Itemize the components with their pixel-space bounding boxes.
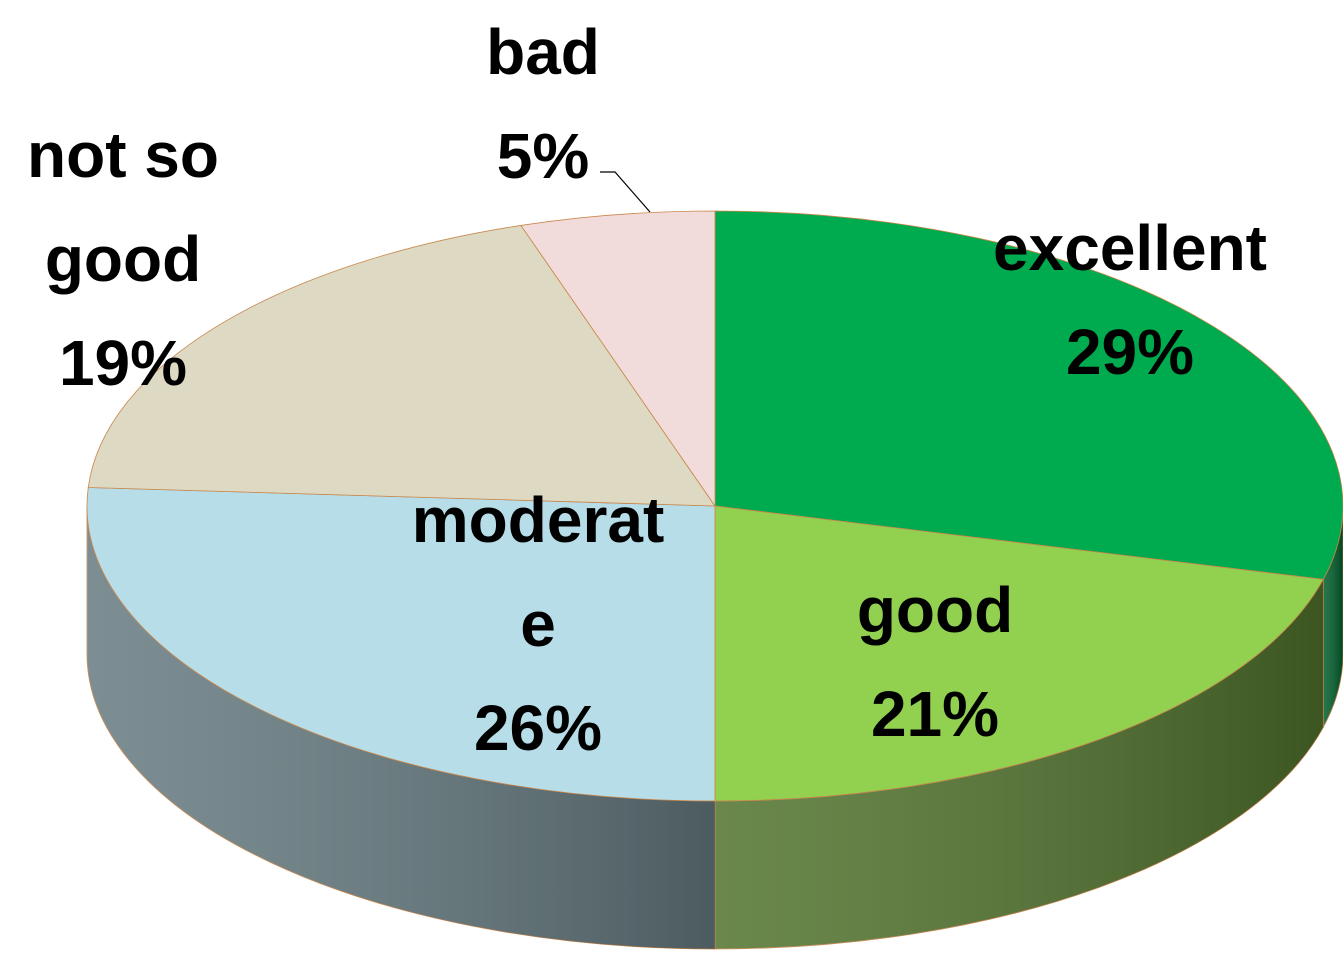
slice-name: not so good [27,119,219,295]
pie-side-shade [1323,506,1343,728]
slice-name: moderate [411,484,665,660]
slice-value: 5% [496,120,590,192]
data-label: excellent 29% [930,196,1330,404]
slice-value: 29% [1065,316,1195,388]
leader-line [600,171,651,213]
slice-value: 21% [870,678,1000,750]
slice-name: excellent [993,212,1267,284]
pie-slice [87,225,716,507]
data-label: bad 5% [443,0,643,208]
slice-name: bad [486,16,600,88]
pie-slice [520,210,716,508]
pie-tops [86,210,1343,802]
data-label: moderate 26% [403,468,673,780]
slice-value: 19% [58,327,188,399]
data-label: not so good 19% [3,103,243,415]
slice-value: 26% [473,692,603,764]
pie-slice [714,505,1324,802]
pie-side-shade [87,506,715,949]
slice-name: good [856,574,1014,646]
data-label: good 21% [785,558,1085,766]
pie-slice [86,487,716,802]
